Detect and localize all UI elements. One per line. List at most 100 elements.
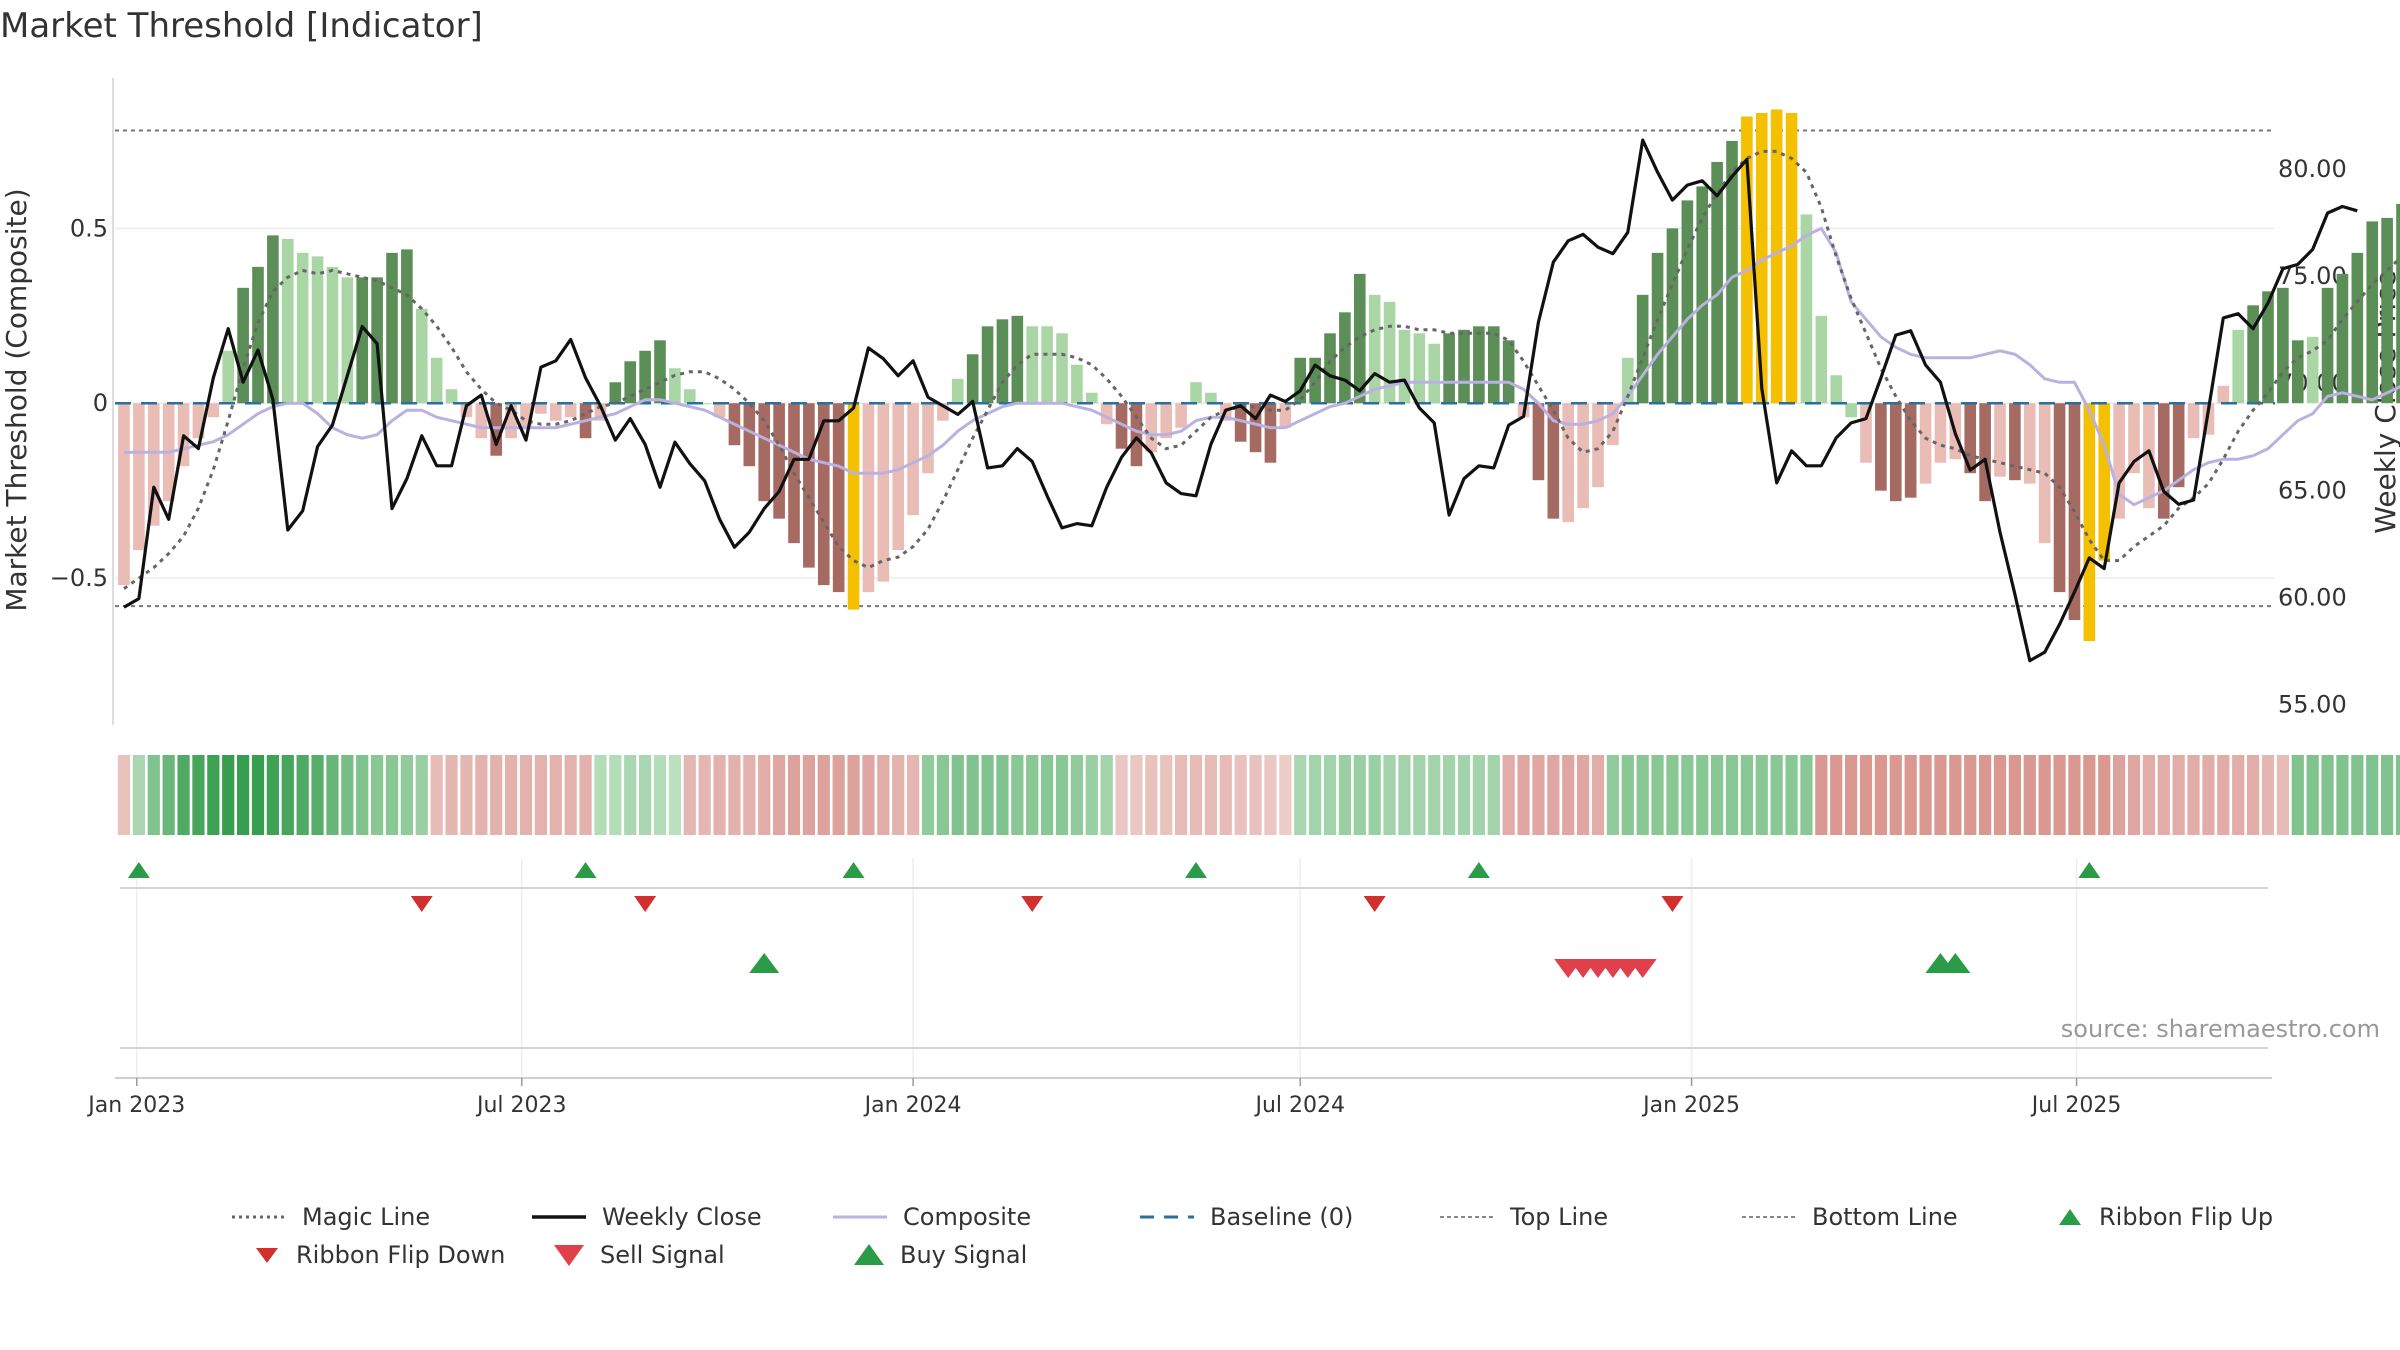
histogram-bar — [907, 403, 919, 516]
ribbon-cell — [430, 755, 443, 835]
ribbon-flip-up-marker — [127, 862, 150, 878]
ribbon-cell — [951, 755, 964, 835]
chart-legend: Magic Line Weekly Close Composite Baseli… — [230, 1200, 2390, 1280]
ribbon-cell — [460, 755, 473, 835]
ribbon-cell — [2172, 755, 2185, 835]
histogram-bar — [490, 403, 503, 456]
ribbon-cell — [1264, 755, 1277, 835]
histogram-bar — [1413, 333, 1426, 404]
histogram-bar — [1592, 403, 1604, 488]
histogram-bar — [966, 354, 979, 404]
histogram-bar — [1711, 161, 1723, 404]
histogram-bar — [1875, 403, 1887, 491]
histogram-bar — [1175, 403, 1187, 428]
ribbon-cell — [266, 755, 279, 835]
ribbon-flip-down-marker — [410, 896, 433, 912]
x-tick-label: Jan 2025 — [1641, 1093, 1740, 1118]
histogram-bar — [415, 308, 428, 404]
ribbon-cell — [1070, 755, 1083, 835]
ribbon-cell — [892, 755, 905, 835]
legend-label: Baseline (0) — [1210, 1203, 1354, 1231]
ribbon-cell — [1591, 755, 1605, 835]
ribbon-cell — [296, 755, 309, 835]
histogram-bar — [1621, 357, 1634, 404]
histogram-bar — [654, 340, 666, 404]
ribbon-cell — [1800, 755, 1813, 835]
ribbon-cell — [579, 755, 592, 835]
ribbon-cell — [1353, 755, 1366, 835]
legend-label: Bottom Line — [1812, 1203, 1958, 1231]
buy-signal-swatch — [854, 1244, 884, 1265]
ribbon-cell — [1189, 755, 1203, 835]
ribbon-cell — [2023, 755, 2036, 835]
ribbon-cell — [2008, 755, 2021, 835]
histogram-bar — [624, 361, 637, 404]
histogram-bar — [2336, 273, 2349, 404]
histogram-bar — [951, 378, 964, 404]
histogram-bar — [549, 403, 562, 421]
ribbon-cell — [1711, 755, 1724, 835]
ribbon-flip-up-marker — [574, 862, 597, 878]
histogram-bar — [996, 319, 1009, 404]
histogram-bar — [207, 403, 220, 418]
x-tick-label: Jul 2025 — [2030, 1093, 2122, 1118]
ribbon-cell — [2127, 755, 2141, 835]
histogram-bar — [1205, 392, 1217, 404]
ribbon-cell — [2217, 755, 2230, 835]
ribbon-cell — [1041, 755, 1054, 835]
x-tick-label: Jul 2023 — [475, 1093, 567, 1118]
ribbon-cell — [1011, 755, 1024, 835]
histogram-bar — [2053, 403, 2066, 593]
ribbon-cell — [1606, 755, 1619, 835]
ribbon-cell — [2336, 755, 2349, 835]
bottom-line-swatch — [1742, 1216, 1796, 1218]
histogram-bar — [817, 403, 830, 586]
histogram-bar — [1651, 252, 1664, 404]
histogram-bar — [1264, 403, 1277, 463]
ribbon-cell — [505, 755, 518, 835]
ribbon-flip-up-marker — [842, 862, 865, 878]
weekly-close-swatch — [532, 1215, 586, 1219]
ribbon-cell — [773, 755, 786, 835]
ribbon-cell — [2157, 755, 2170, 835]
ribbon-cell — [966, 755, 979, 835]
ribbon-cell — [713, 755, 726, 835]
ribbon-cell — [1249, 755, 1262, 835]
histogram-bar — [311, 256, 324, 404]
ribbon-cell — [117, 755, 131, 835]
ribbon-cell — [1145, 755, 1158, 835]
histogram-bar — [594, 403, 607, 421]
ribbon-cell — [728, 755, 741, 835]
histogram-bar — [2381, 217, 2393, 404]
ribbon-cell — [1889, 755, 1902, 835]
ribbon-cell — [624, 755, 637, 835]
histogram-bar — [281, 238, 294, 404]
histogram-bar — [1636, 294, 1649, 404]
ribbon-cell — [1472, 755, 1485, 835]
ribbon-cell — [1085, 755, 1098, 835]
histogram-bar — [1041, 326, 1053, 404]
left-tick-label: −0.5 — [50, 564, 108, 592]
histogram-bar — [535, 403, 547, 414]
histogram-bar — [222, 350, 235, 404]
ribbon-cell — [832, 755, 845, 835]
histogram-bar — [2351, 252, 2364, 404]
ribbon-cell — [996, 755, 1009, 835]
histogram-bar — [609, 382, 622, 404]
ribbon-cell — [787, 755, 801, 835]
legend-label: Weekly Close — [602, 1203, 762, 1231]
histogram-bar — [1845, 403, 1857, 418]
sell-signal-marker — [1628, 959, 1657, 978]
histogram-bar — [1487, 326, 1500, 404]
histogram-bar — [1919, 403, 1932, 484]
histogram-bar — [2217, 385, 2230, 404]
ribbon-cell — [1904, 755, 1917, 835]
histogram-bar — [683, 389, 696, 404]
histogram-bar — [475, 403, 488, 439]
ribbon-cell — [415, 755, 428, 835]
histogram-bar — [1458, 329, 1470, 404]
histogram-bar — [1815, 315, 1828, 404]
legend-magic-line: Magic Line — [230, 1200, 430, 1234]
ribbon-cell — [222, 755, 235, 835]
ribbon-cell — [1666, 755, 1679, 835]
